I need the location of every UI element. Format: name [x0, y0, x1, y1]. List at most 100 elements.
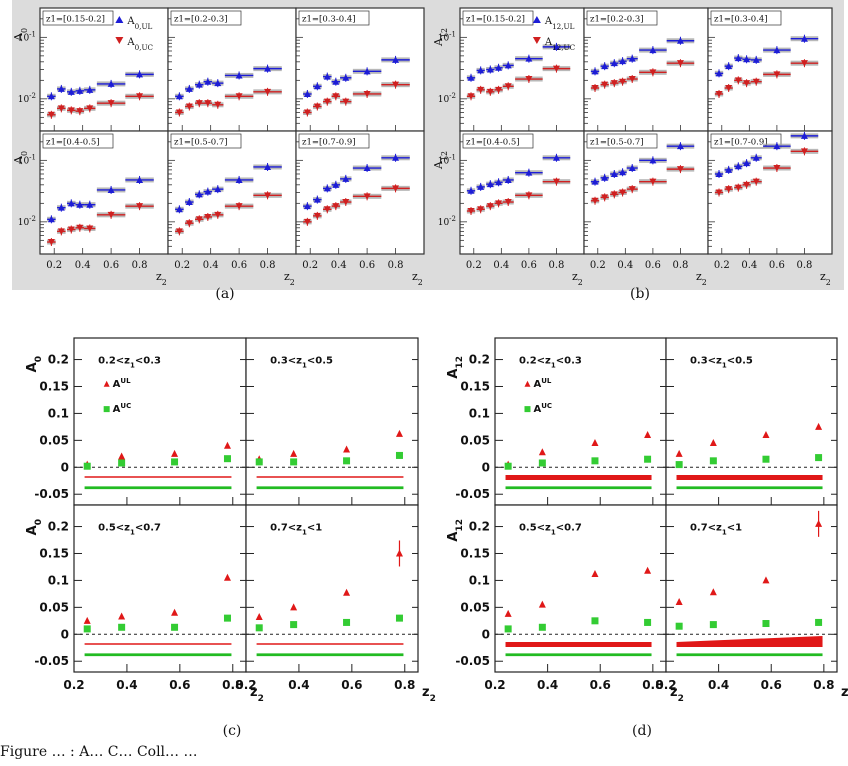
uc-point	[204, 100, 212, 107]
x-tick-label: 0.4	[537, 678, 558, 692]
x-tick-label: 0.2	[714, 260, 730, 271]
panel: z1=[0.2-0.3]	[167, 7, 297, 132]
ul-sys-band	[676, 635, 823, 647]
uc-point	[290, 621, 298, 629]
ul-point	[752, 56, 760, 63]
y-tick-label: 0.1	[469, 406, 490, 420]
x-tick-label: 0.8	[796, 260, 812, 271]
uc-point	[538, 459, 546, 467]
y-tick-label: 10-1	[438, 153, 456, 166]
ul-point	[644, 430, 652, 438]
ul-point	[773, 142, 781, 150]
ul-point	[214, 185, 222, 193]
uc-point	[195, 100, 203, 107]
y-tick-label: 0.05	[460, 600, 490, 614]
x-tick-label: 0.6	[231, 260, 247, 271]
uc-point	[649, 178, 657, 186]
ul-point	[467, 187, 475, 194]
legend-ul-label: A0,UL	[126, 16, 152, 31]
uc-point	[214, 101, 222, 109]
ul-point	[343, 588, 351, 596]
ul-point	[76, 87, 84, 94]
y-tick-label: 0.1	[48, 573, 69, 587]
x-tick-label: 0.8	[388, 260, 404, 271]
ul-point	[734, 54, 742, 62]
ul-point	[610, 59, 618, 67]
uc-point	[525, 192, 533, 199]
panel-label-box	[586, 133, 658, 149]
ul-point	[323, 184, 331, 192]
uc-point	[504, 462, 512, 470]
ul-point	[395, 429, 403, 437]
uc-point	[800, 60, 808, 67]
uc-point	[644, 618, 652, 626]
uc-point	[800, 148, 808, 155]
uc-point	[619, 78, 627, 86]
uc-point	[676, 166, 684, 173]
uc-point	[171, 623, 179, 631]
uc-point	[363, 90, 371, 98]
panel-label-box	[462, 133, 534, 149]
y-axis-label: A0	[25, 519, 44, 535]
panel-label: 0.5<z1<0.7	[519, 523, 582, 537]
ul-point	[675, 449, 683, 457]
panel-label: 0.7<z1<1	[270, 523, 322, 537]
panel-frame	[39, 130, 169, 255]
uc-point	[76, 224, 84, 232]
legend-ul-label: AUL	[533, 377, 551, 390]
ul-point	[204, 188, 212, 195]
panel: 0.5<z1<0.7 -0.05 0 0.05 0.1 0.15 0.2 A12 0.2 0.4 0…	[446, 504, 684, 704]
ul-point	[67, 88, 75, 95]
uc-point	[395, 614, 403, 622]
x-tick-label: 0.6	[590, 678, 611, 692]
ul-point	[303, 90, 311, 97]
panel: 0.5<z1<0.7 -0.05 0 0.05 0.1 0.15 0.2 A0 0.2 0.4 0.…	[25, 504, 264, 704]
uc-point	[628, 76, 636, 83]
ul-point	[255, 613, 263, 621]
y-tick-label: 0	[482, 627, 490, 641]
uc-point	[715, 189, 723, 196]
uc-point	[538, 623, 546, 631]
uc-point	[773, 71, 781, 78]
ul-point	[591, 67, 599, 75]
ul-point	[504, 176, 512, 183]
uc-point	[343, 618, 351, 626]
ul-point	[649, 156, 657, 164]
panel: z1=[0.4-0.5] 10-2 10-1A0 0.2 0.4 0.6 0.8 z2	[12, 130, 169, 287]
panel-frame	[167, 130, 297, 255]
x-tick-label: 0.4	[708, 678, 729, 692]
uc-point	[342, 199, 350, 206]
panel-label: z1=[0.7-0.9]	[714, 138, 768, 148]
figure-caption-line: Figure … : A… C… Coll… …	[0, 744, 198, 760]
uc-point	[552, 65, 560, 73]
x-tick-label: 0.6	[761, 678, 782, 692]
panel-frame	[583, 7, 709, 132]
uc-point	[467, 208, 475, 215]
uc-point	[591, 197, 599, 205]
ul-point	[303, 202, 311, 210]
ul-point	[538, 600, 546, 608]
ul-point	[214, 79, 222, 87]
uc-point	[752, 78, 760, 86]
x-tick-label: 0.2	[235, 678, 256, 692]
x-tick-label: 0.4	[331, 260, 347, 271]
ul-sys-band	[676, 474, 823, 480]
x-axis-label: z2	[820, 270, 831, 287]
ul-point	[76, 201, 84, 208]
ul-point	[107, 80, 115, 87]
ul-point	[709, 588, 717, 596]
x-tick-label: 0.6	[645, 260, 661, 271]
ul-point	[644, 566, 652, 574]
panel-label-box	[462, 10, 534, 26]
x-tick-label: 0.8	[642, 678, 663, 692]
legend-uc-marker	[115, 37, 124, 44]
ul-point	[601, 62, 609, 70]
y-tick-label: 0.05	[39, 433, 69, 447]
uc-point	[303, 218, 311, 226]
uc-point	[477, 206, 485, 213]
ul-point	[195, 81, 203, 88]
uc-point	[743, 80, 751, 87]
x-tick-label: 0.8	[222, 678, 243, 692]
panel-label: 0.2<z1<0.3	[98, 356, 161, 370]
panel-label: 0.2<z1<0.3	[519, 356, 582, 370]
